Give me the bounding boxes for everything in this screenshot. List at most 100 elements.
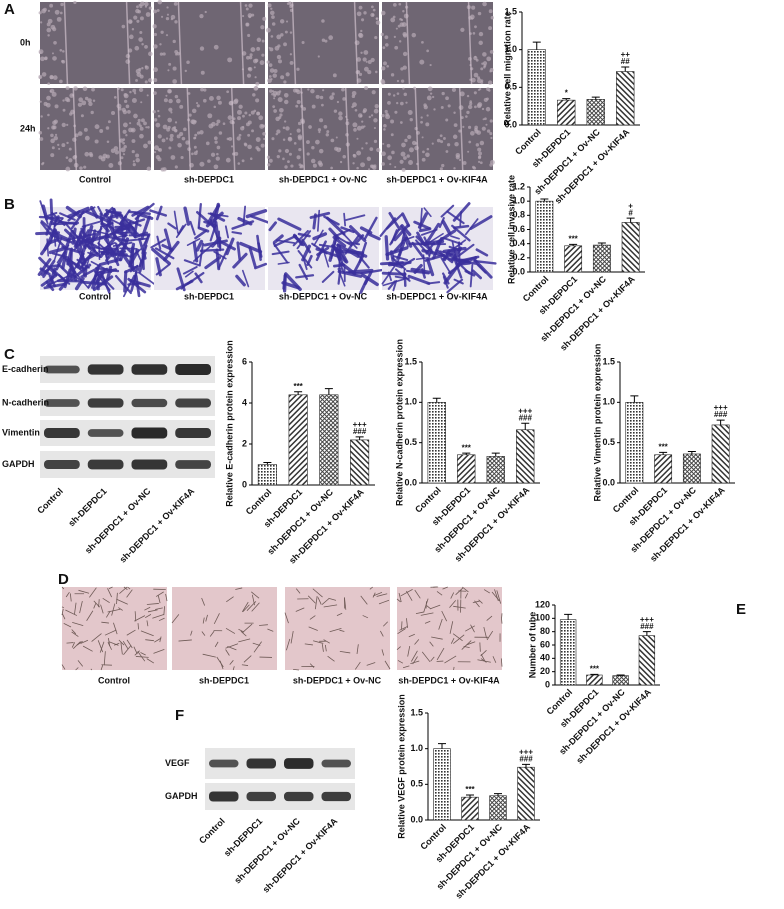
tube (225, 643, 239, 649)
cell (489, 119, 493, 123)
cell (441, 236, 463, 246)
cell (432, 237, 443, 260)
y-tick-label: 0.0 (504, 119, 517, 129)
cell (173, 210, 179, 234)
cell (166, 6, 169, 9)
protein-label: VEGF (165, 758, 190, 768)
cell (277, 44, 281, 48)
cell (105, 235, 129, 243)
cell (403, 92, 407, 97)
cell (426, 258, 435, 277)
cell (353, 254, 365, 273)
cell (68, 158, 73, 163)
cell (113, 96, 117, 99)
cell (310, 158, 316, 164)
cell (233, 99, 239, 105)
y-tick-label: 0.5 (410, 779, 423, 789)
cell (352, 162, 355, 165)
cell (476, 103, 482, 109)
cell (390, 133, 394, 137)
cell (123, 144, 127, 149)
significance-mark: *** (568, 234, 578, 243)
tube (452, 633, 463, 642)
tube (144, 606, 151, 611)
cell (353, 128, 357, 132)
tube (178, 639, 192, 642)
error-bar (324, 388, 333, 395)
bar (612, 675, 629, 686)
cell (413, 263, 423, 274)
tube (61, 664, 66, 670)
cell (281, 281, 300, 290)
tube (327, 655, 335, 662)
blot-band (87, 459, 124, 470)
blot-band (44, 428, 80, 438)
cell (259, 60, 265, 66)
cell (401, 212, 411, 228)
cell (422, 254, 426, 274)
edge (405, 1, 411, 85)
cell (308, 125, 312, 129)
error-bar (590, 673, 599, 675)
blot-band (175, 398, 211, 408)
error-bar (716, 419, 725, 425)
cell (272, 234, 284, 244)
cell (453, 167, 456, 170)
tube (140, 652, 146, 656)
cell (227, 115, 233, 120)
cell (336, 100, 340, 104)
cell (170, 155, 176, 160)
cell (247, 133, 251, 137)
cell (157, 114, 161, 118)
y-tick-label: 0.4 (512, 238, 525, 248)
cell (195, 102, 199, 105)
cell (341, 87, 345, 92)
cell (166, 127, 171, 132)
cell (165, 137, 169, 140)
cell (51, 146, 55, 150)
cell (254, 58, 259, 63)
cell (129, 248, 142, 258)
cell (483, 65, 486, 69)
y-tick-label: 40 (540, 653, 550, 663)
tube (93, 603, 97, 609)
cell (287, 160, 290, 164)
cell (50, 153, 55, 158)
cell (136, 19, 140, 23)
cell (338, 111, 343, 116)
cell (136, 121, 141, 126)
tube (400, 589, 413, 597)
tube (381, 649, 385, 656)
y-axis-label: Relative N-cadherin protein expression (394, 339, 404, 506)
cell (245, 7, 249, 11)
cell (249, 215, 271, 225)
cell (481, 107, 485, 111)
cell (349, 248, 368, 258)
error-bar (621, 66, 630, 72)
tube (123, 645, 132, 656)
cell (248, 67, 252, 71)
error-bar (687, 451, 696, 454)
cell (363, 11, 367, 15)
cell (133, 211, 154, 220)
cell (39, 200, 49, 225)
tube (323, 639, 330, 644)
cell (454, 243, 475, 260)
cell (409, 117, 413, 122)
cell (226, 137, 230, 141)
cell (143, 143, 148, 149)
cell (375, 70, 378, 74)
bar (616, 71, 635, 126)
cell (474, 25, 477, 29)
tube (466, 641, 476, 646)
tube (127, 586, 131, 590)
y-tick-label: 0.8 (512, 210, 525, 220)
cell (389, 250, 395, 262)
cell (365, 60, 368, 63)
cell (392, 280, 398, 292)
cell (88, 101, 93, 107)
bar (461, 796, 479, 821)
cell (65, 166, 71, 172)
cell (318, 148, 324, 154)
lane-label: Control (35, 486, 65, 516)
